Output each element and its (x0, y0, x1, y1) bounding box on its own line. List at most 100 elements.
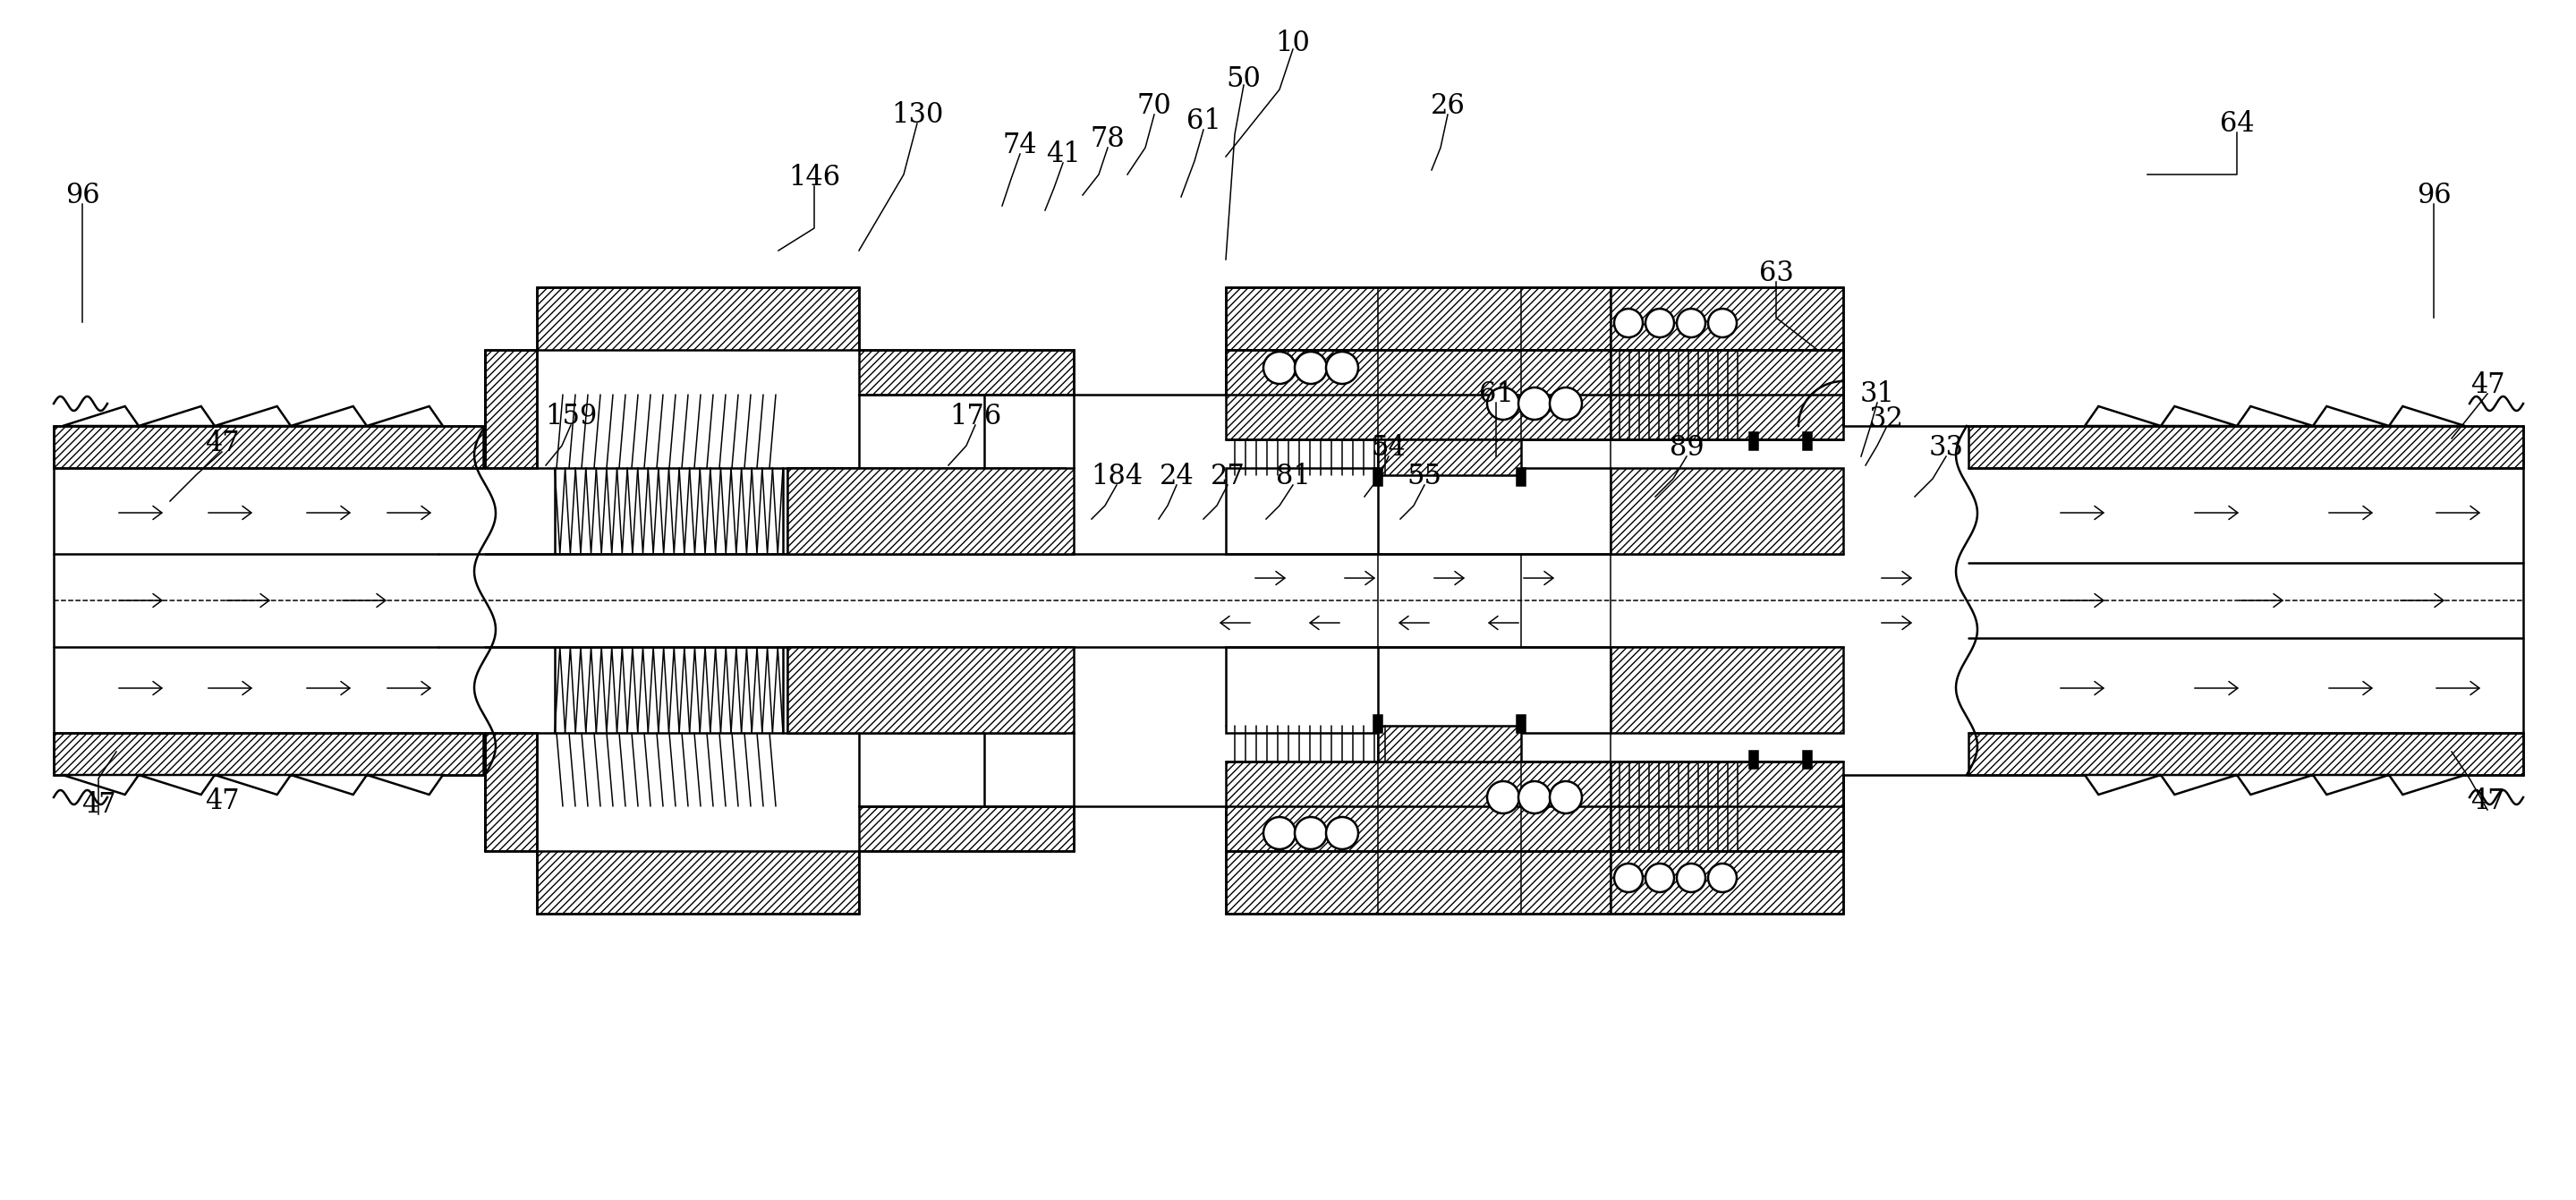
Text: 27: 27 (1211, 462, 1244, 490)
Bar (1610, 851, 1844, 913)
Polygon shape (62, 775, 139, 794)
Polygon shape (2236, 407, 2313, 426)
Text: 64: 64 (2221, 109, 2254, 137)
Circle shape (1677, 864, 1705, 892)
Bar (484, 350, 536, 468)
Bar (1517, 715, 1525, 733)
Bar (1610, 468, 1844, 554)
Text: 24: 24 (1159, 462, 1193, 490)
Bar (1226, 350, 1844, 395)
Polygon shape (291, 775, 366, 794)
Bar (1226, 468, 1610, 554)
Bar (788, 468, 1074, 554)
Bar (788, 468, 1064, 554)
Bar (1610, 762, 1844, 851)
Bar (1803, 751, 1811, 769)
Bar (1610, 647, 1844, 733)
Bar (54, 426, 484, 468)
Polygon shape (62, 407, 139, 426)
Text: 74: 74 (1002, 131, 1038, 158)
Bar (536, 851, 858, 913)
Circle shape (1486, 388, 1520, 420)
Bar (858, 806, 1074, 851)
Text: 10: 10 (1275, 29, 1311, 56)
Text: 159: 159 (544, 402, 598, 430)
Polygon shape (214, 407, 291, 426)
Polygon shape (2388, 775, 2465, 794)
Text: 33: 33 (1929, 433, 1963, 461)
Bar (788, 647, 1074, 733)
Bar (1226, 647, 1610, 733)
Text: 81: 81 (1275, 462, 1311, 490)
Bar (54, 733, 484, 775)
Bar (484, 733, 536, 851)
Text: 146: 146 (788, 163, 840, 191)
Polygon shape (2313, 775, 2388, 794)
Text: 176: 176 (948, 402, 1002, 430)
Polygon shape (2388, 407, 2465, 426)
Bar (1749, 751, 1759, 769)
Bar (1373, 468, 1383, 486)
Circle shape (1486, 781, 1520, 814)
Bar (1226, 851, 1610, 913)
Bar (858, 350, 1074, 395)
Bar (536, 287, 858, 350)
Circle shape (1262, 352, 1296, 384)
Bar (1373, 715, 1383, 733)
Bar (1803, 432, 1811, 450)
Bar (788, 647, 1064, 733)
Bar (1378, 439, 1520, 475)
Text: 130: 130 (891, 101, 943, 128)
Text: 47: 47 (2470, 371, 2504, 398)
Bar (1226, 762, 1610, 851)
Circle shape (1262, 817, 1296, 850)
Circle shape (1517, 388, 1551, 420)
Text: 26: 26 (1430, 91, 1466, 120)
Polygon shape (2161, 407, 2236, 426)
Text: 55: 55 (1406, 462, 1443, 490)
Text: 47: 47 (80, 792, 116, 820)
Bar (1968, 426, 2524, 468)
Polygon shape (139, 775, 214, 794)
Text: 41: 41 (1046, 140, 1079, 168)
Circle shape (1646, 864, 1674, 892)
Polygon shape (214, 775, 291, 794)
Text: 47: 47 (2470, 787, 2504, 815)
Circle shape (1708, 308, 1736, 337)
Polygon shape (366, 407, 443, 426)
Bar (1378, 726, 1520, 762)
Polygon shape (139, 407, 214, 426)
Text: 32: 32 (1868, 404, 1904, 433)
Circle shape (1615, 864, 1643, 892)
Text: 47: 47 (204, 787, 240, 815)
Bar (1226, 806, 1844, 851)
Polygon shape (291, 407, 366, 426)
Bar (1226, 287, 1610, 350)
Circle shape (1551, 388, 1582, 420)
Polygon shape (2236, 775, 2313, 794)
Circle shape (1517, 781, 1551, 814)
Text: 96: 96 (2416, 181, 2450, 209)
Bar (1610, 350, 1844, 439)
Circle shape (1327, 352, 1358, 384)
Circle shape (1646, 308, 1674, 337)
Text: 50: 50 (1226, 65, 1262, 92)
Bar (1517, 468, 1525, 486)
Text: 54: 54 (1370, 433, 1406, 461)
Text: 47: 47 (204, 430, 240, 457)
Bar (1749, 432, 1759, 450)
Polygon shape (2084, 407, 2161, 426)
Circle shape (1708, 864, 1736, 892)
Polygon shape (2313, 407, 2388, 426)
Text: 89: 89 (1669, 433, 1703, 461)
Circle shape (1551, 781, 1582, 814)
Circle shape (1615, 308, 1643, 337)
Text: 61: 61 (1479, 380, 1515, 408)
Text: 70: 70 (1136, 91, 1172, 120)
Text: 96: 96 (64, 181, 100, 209)
Circle shape (1327, 817, 1358, 850)
Text: 63: 63 (1759, 259, 1793, 287)
Text: 61: 61 (1185, 107, 1221, 134)
Bar (1968, 733, 2524, 775)
Bar (1610, 287, 1844, 350)
